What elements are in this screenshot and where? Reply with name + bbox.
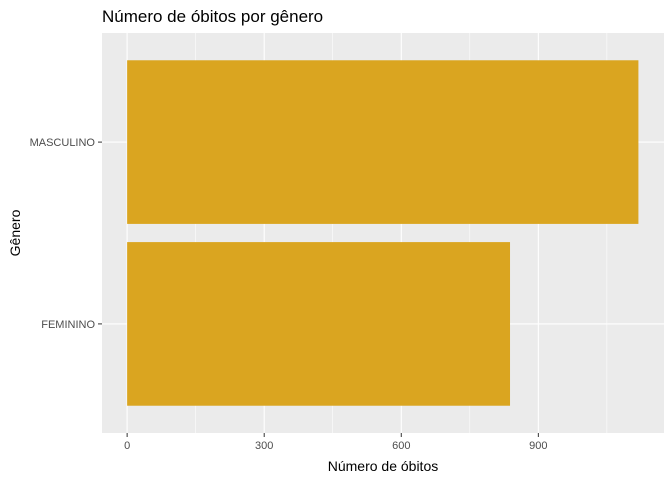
bars bbox=[127, 60, 639, 406]
x-tick-label: 900 bbox=[529, 440, 547, 452]
y-tick-label: FEMININO bbox=[41, 319, 95, 331]
bar-feminino bbox=[127, 242, 511, 406]
y-axis-title: Gênero bbox=[7, 209, 23, 256]
x-tick-label: 600 bbox=[392, 440, 410, 452]
x-tick-label: 0 bbox=[124, 440, 130, 452]
y-axis: FEMININO MASCULINO bbox=[30, 137, 102, 331]
bar-masculino bbox=[127, 60, 639, 224]
x-axis-title: Número de óbitos bbox=[328, 458, 439, 474]
x-tick-label: 300 bbox=[255, 440, 273, 452]
y-tick-label: MASCULINO bbox=[30, 137, 96, 149]
x-axis: 0 300 600 900 bbox=[124, 433, 548, 452]
chart-title: Número de óbitos por gênero bbox=[102, 7, 323, 26]
